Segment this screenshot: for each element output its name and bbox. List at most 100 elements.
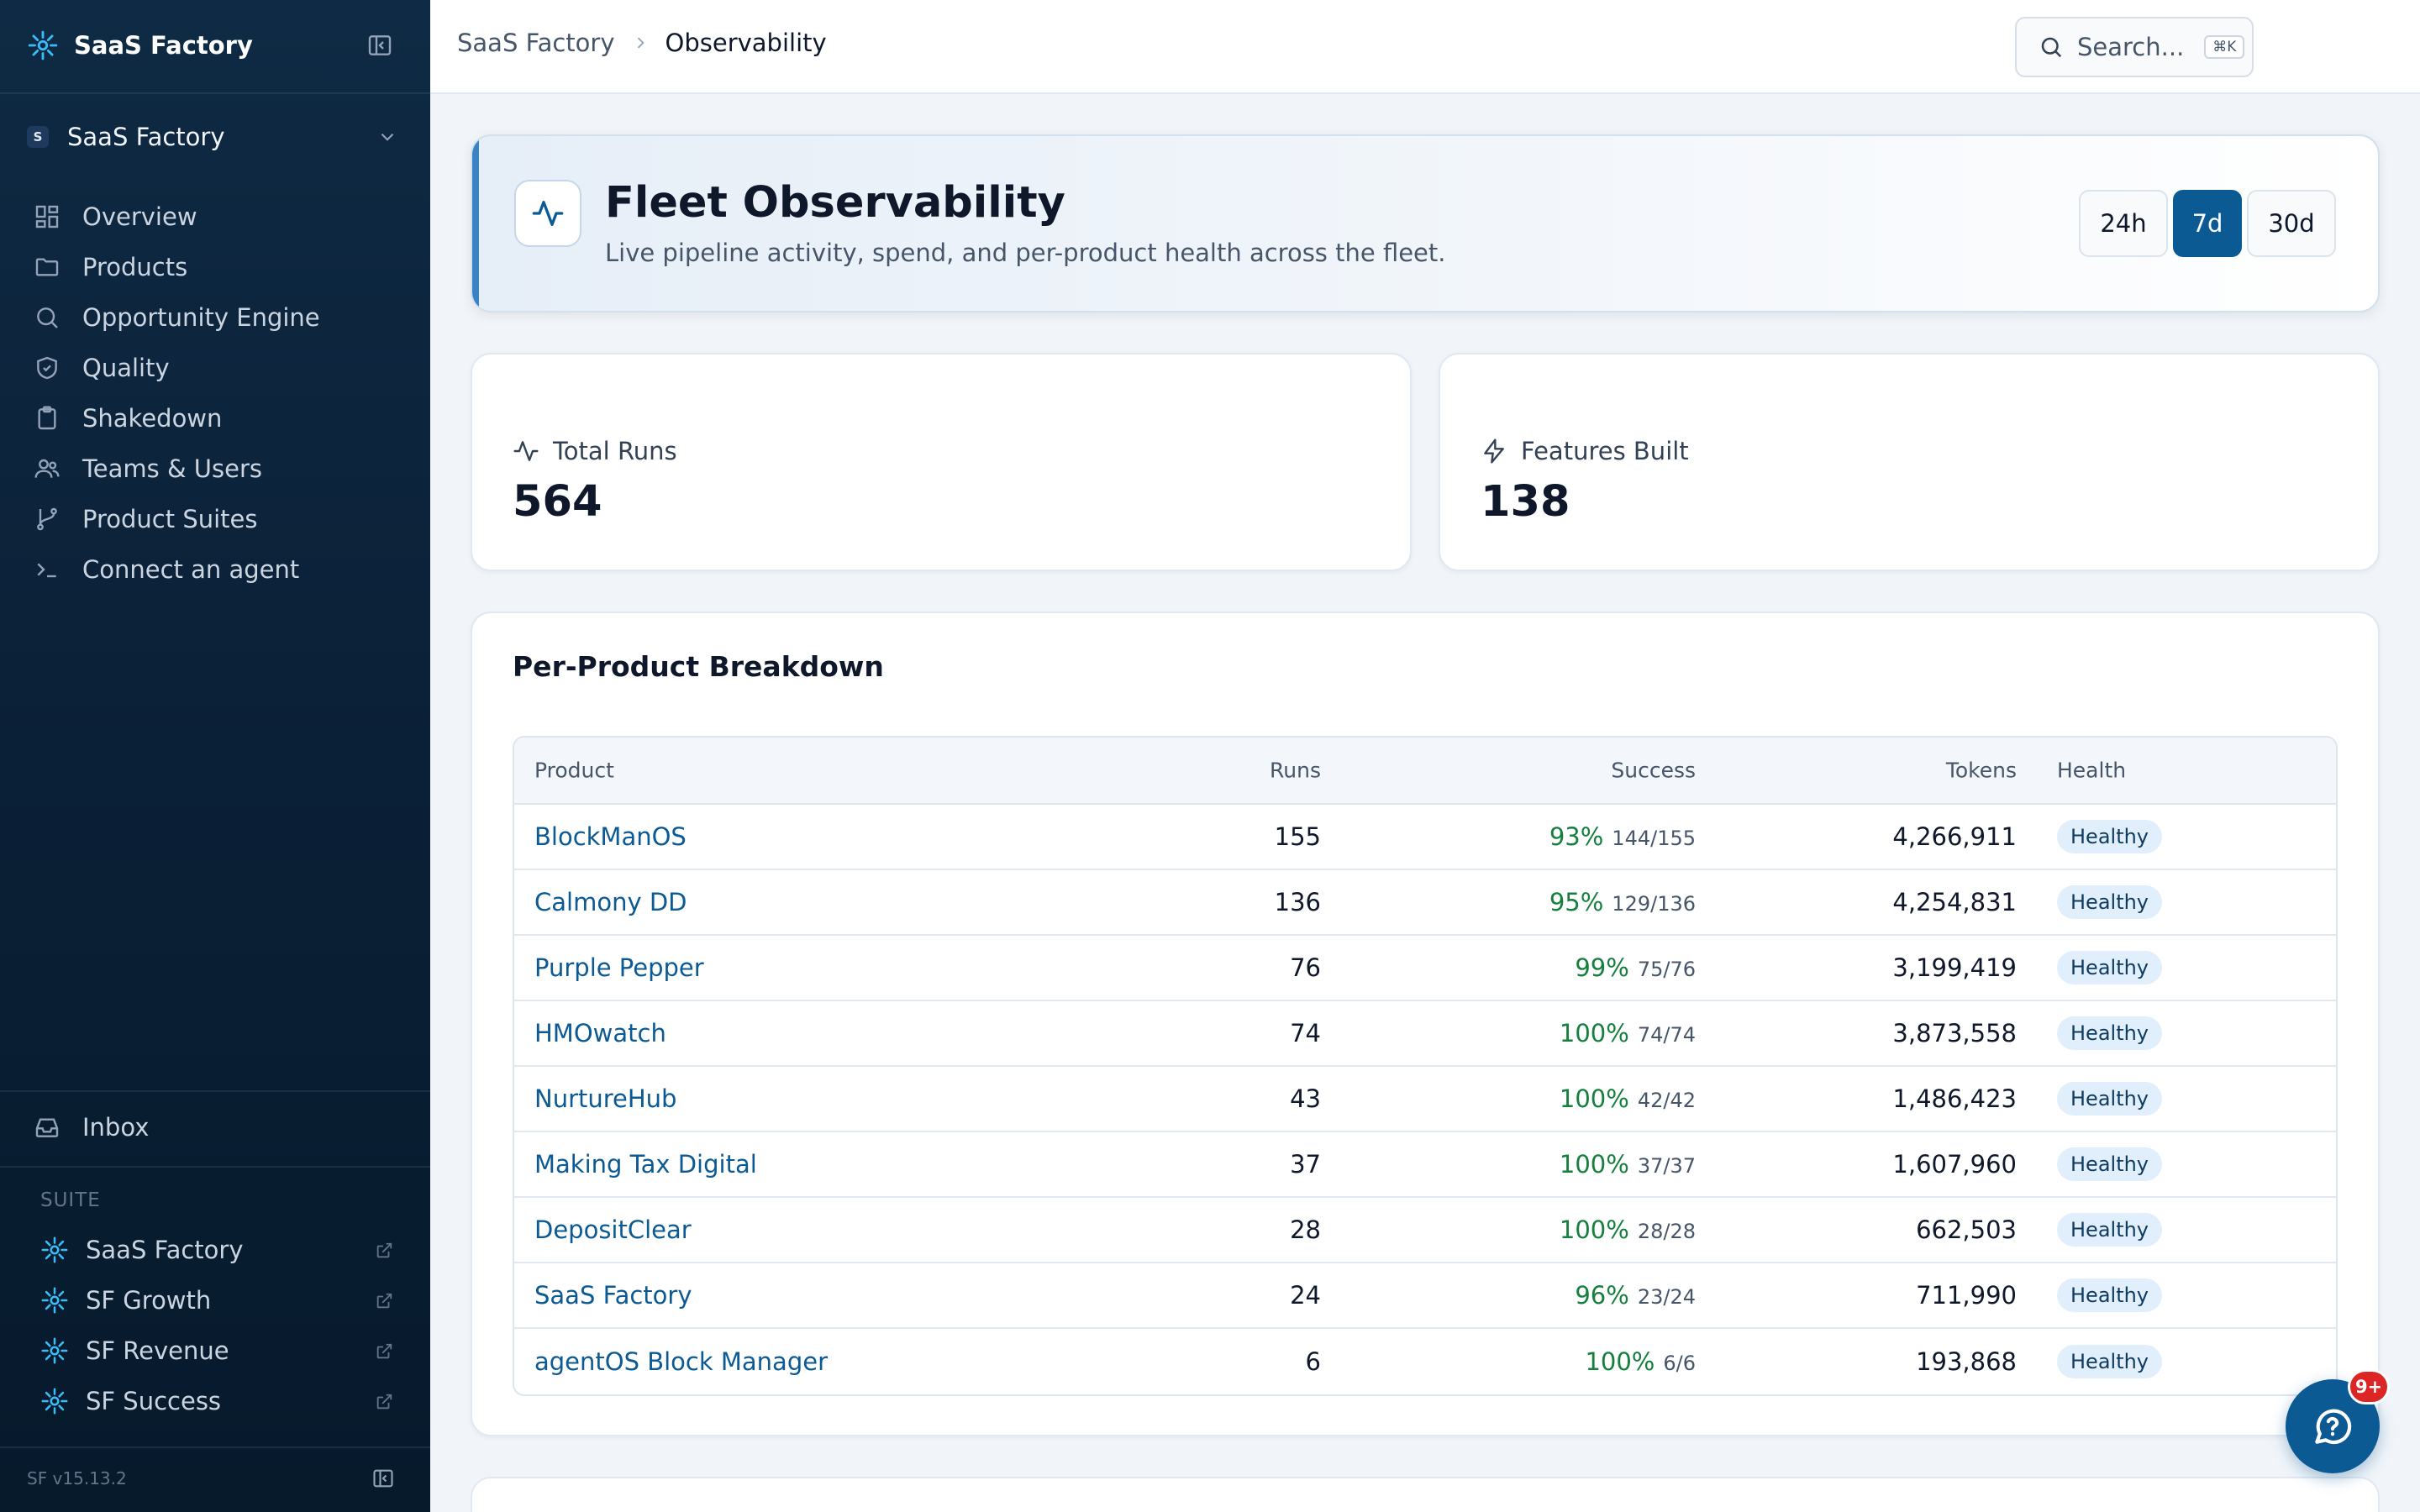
breadcrumb-current: Observability	[665, 29, 827, 57]
divider	[0, 1446, 430, 1448]
table-row: BlockManOS 155 93% 144/155 4,266,911 Heal…	[514, 805, 2336, 870]
runs-cell: 24	[1290, 1281, 1321, 1310]
page-header-card: Fleet Observability Live pipeline activi…	[471, 134, 2380, 312]
nav-label: Overview	[82, 202, 197, 231]
success-cell: 100% 28/28	[1560, 1215, 1696, 1244]
health-cell: Healthy	[2057, 1278, 2163, 1312]
page-subtitle: Live pipeline activity, spend, and per-p…	[605, 239, 1446, 267]
suite-item-label: SaaS Factory	[86, 1236, 244, 1264]
nav-item-connect-agent[interactable]: Connect an agent	[34, 544, 403, 595]
runs-cell: 43	[1290, 1084, 1321, 1113]
column-header-success[interactable]: Success	[1611, 758, 1696, 783]
brand-name: SaaS Factory	[74, 31, 253, 60]
success-pct: 100%	[1559, 1084, 1629, 1113]
stat-value: 138	[1481, 477, 1570, 527]
breadcrumb-parent[interactable]: SaaS Factory	[457, 29, 615, 57]
product-link[interactable]: Calmony DD	[534, 888, 687, 916]
breadcrumb: SaaS Factory Observability	[457, 29, 827, 57]
success-pct: 99%	[1575, 953, 1629, 982]
sparkle-logo-icon	[41, 1236, 68, 1263]
sparkle-logo-icon	[41, 1287, 68, 1314]
column-header-runs[interactable]: Runs	[1270, 758, 1321, 783]
product-link[interactable]: SaaS Factory	[534, 1281, 692, 1310]
table-row: HMOwatch 74 100% 74/74 3,873,558 Healthy	[514, 1001, 2336, 1067]
status-badge: Healthy	[2057, 820, 2163, 853]
suite-item-saas-factory[interactable]: SaaS Factory	[40, 1225, 393, 1275]
range-7d-button[interactable]: 7d	[2173, 190, 2242, 257]
suite-item-label: SF Success	[86, 1387, 222, 1415]
stat-card-features-built: Features Built 138	[1439, 353, 2380, 571]
nav-item-opportunity-engine[interactable]: Opportunity Engine	[34, 292, 403, 343]
divider	[0, 1166, 430, 1168]
sidebar-toggle-icon[interactable]	[371, 1467, 395, 1490]
range-30d-button[interactable]: 30d	[2247, 190, 2336, 257]
success-cell: 100% 42/42	[1560, 1084, 1696, 1113]
nav-item-teams-users[interactable]: Teams & Users	[34, 444, 403, 494]
nav-item-quality[interactable]: Quality	[34, 343, 403, 393]
stat-label: Total Runs	[513, 437, 677, 465]
sparkle-logo-icon	[28, 30, 58, 60]
tokens-cell: 3,873,558	[1892, 1019, 2017, 1047]
success-pct: 93%	[1549, 822, 1604, 851]
success-fraction: 144/155	[1612, 827, 1696, 850]
search-button[interactable]: Search... ⌘K	[2015, 17, 2254, 77]
success-fraction: 28/28	[1637, 1220, 1696, 1243]
health-cell: Healthy	[2057, 1345, 2163, 1378]
column-header-tokens[interactable]: Tokens	[1945, 758, 2017, 783]
column-header-health[interactable]: Health	[2057, 758, 2127, 783]
health-cell: Healthy	[2057, 951, 2163, 984]
success-pct: 100%	[1585, 1347, 1655, 1376]
health-cell: Healthy	[2057, 1082, 2163, 1116]
product-link[interactable]: BlockManOS	[534, 822, 687, 851]
inbox-icon	[35, 1118, 59, 1137]
product-link[interactable]: DepositClear	[534, 1215, 692, 1244]
suite-item-sf-growth[interactable]: SF Growth	[40, 1275, 393, 1326]
status-badge: Healthy	[2057, 951, 2163, 984]
success-cell: 99% 75/76	[1575, 953, 1696, 982]
nav-label: Teams & Users	[82, 454, 263, 483]
main-nav: Overview Products Opportunity Engine Qua…	[34, 192, 403, 595]
nav-item-product-suites[interactable]: Product Suites	[34, 494, 403, 544]
tokens-cell: 193,868	[1916, 1347, 2017, 1376]
product-link[interactable]: agentOS Block Manager	[534, 1347, 828, 1376]
suite-item-sf-revenue[interactable]: SF Revenue	[40, 1326, 393, 1376]
nav-item-overview[interactable]: Overview	[34, 192, 403, 242]
health-cell: Healthy	[2057, 885, 2163, 919]
stat-value: 564	[513, 477, 602, 527]
nav-label: Shakedown	[82, 404, 223, 433]
column-header-product[interactable]: Product	[534, 758, 614, 783]
users-icon	[34, 459, 60, 478]
version-label: SF v15.13.2	[27, 1468, 127, 1488]
status-badge: Healthy	[2057, 1213, 2163, 1247]
range-24h-button[interactable]: 24h	[2079, 190, 2168, 257]
brand[interactable]: SaaS Factory	[27, 29, 253, 62]
tokens-cell: 662,503	[1916, 1215, 2017, 1244]
search-shortcut: ⌘K	[2204, 35, 2245, 59]
health-cell: Healthy	[2057, 1213, 2163, 1247]
top-bar: SaaS Factory Observability Search... ⌘K	[430, 0, 2420, 94]
workspace-switcher[interactable]: S SaaS Factory	[27, 119, 403, 155]
table-row: DepositClear 28 100% 28/28 662,503 Health…	[514, 1198, 2336, 1263]
search-placeholder: Search...	[2077, 33, 2185, 61]
table-row: NurtureHub 43 100% 42/42 1,486,423 Health…	[514, 1067, 2336, 1132]
table-row: Making Tax Digital 37 100% 37/37 1,607,96…	[514, 1132, 2336, 1198]
success-fraction: 42/42	[1637, 1089, 1696, 1112]
stat-label: Features Built	[1481, 437, 1689, 465]
activity-icon	[532, 201, 564, 226]
health-cell: Healthy	[2057, 1016, 2163, 1050]
nav-item-products[interactable]: Products	[34, 242, 403, 292]
tokens-cell: 3,199,419	[1892, 953, 2017, 982]
suite-item-sf-success[interactable]: SF Success	[40, 1376, 393, 1426]
next-section-card	[471, 1477, 2380, 1512]
nav-item-inbox[interactable]: Inbox	[34, 1102, 149, 1152]
breakdown-table: Product Runs Success Tokens Health Block…	[513, 736, 2338, 1396]
product-link[interactable]: Purple Pepper	[534, 953, 704, 982]
product-link[interactable]: HMOwatch	[534, 1019, 666, 1047]
status-badge: Healthy	[2057, 1278, 2163, 1312]
sidebar-collapse-icon[interactable]	[366, 32, 393, 59]
product-link[interactable]: NurtureHub	[534, 1084, 677, 1113]
success-fraction: 129/136	[1612, 892, 1696, 916]
product-link[interactable]: Making Tax Digital	[534, 1150, 757, 1179]
nav-item-shakedown[interactable]: Shakedown	[34, 393, 403, 444]
table-header: Product Runs Success Tokens Health	[514, 738, 2336, 805]
